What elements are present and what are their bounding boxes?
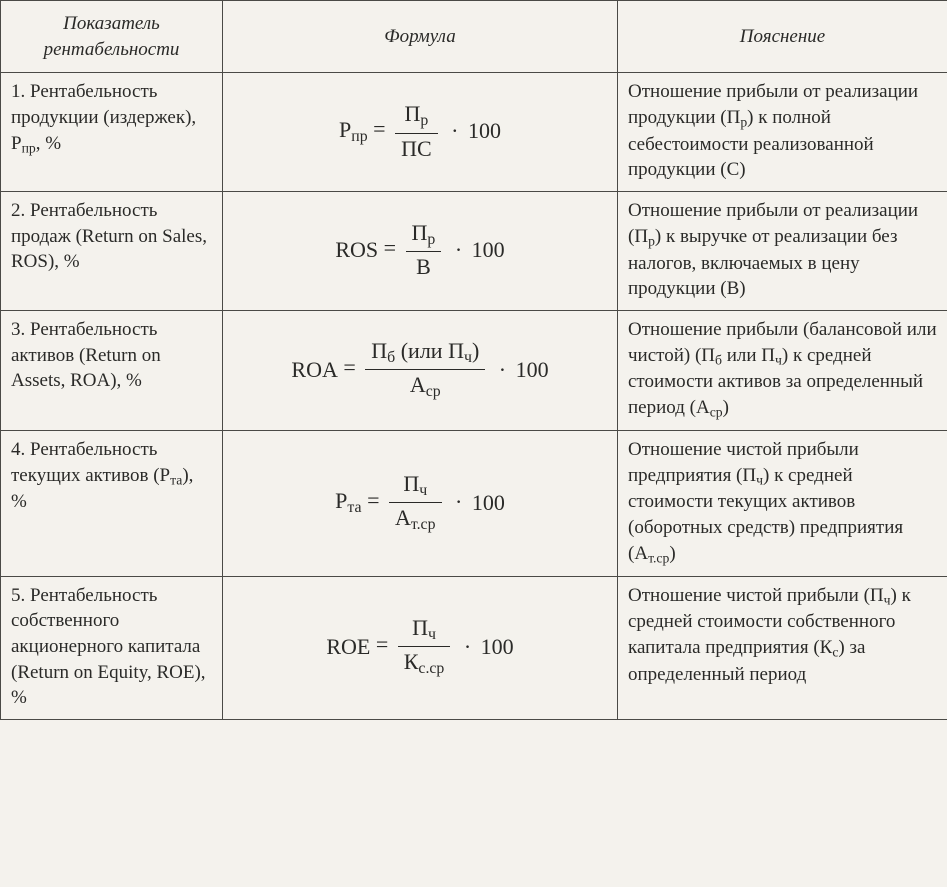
- hundred: 100: [468, 118, 501, 143]
- equals-sign: =: [343, 354, 361, 379]
- formula-cell: ROE = Пч Кс.ср · 100: [223, 576, 618, 719]
- profitability-table: Показатель рентабельности Формула Поясне…: [0, 0, 947, 720]
- multiply-dot: ·: [464, 634, 471, 659]
- equals-sign: =: [373, 116, 391, 141]
- indicator-cell: 5. Рентабельность собственного акционерн…: [1, 576, 223, 719]
- multiply-dot: ·: [499, 357, 506, 382]
- fraction: Пр ПС: [395, 101, 438, 160]
- table-row: 2. Рентабельность продаж (Return on Sale…: [1, 192, 947, 311]
- table-row: 4. Рентабельность текущих активов (Рта),…: [1, 430, 947, 576]
- multiply-dot: ·: [455, 489, 462, 514]
- formula-cell: ROA = Пб (или Пч) Аср · 100: [223, 310, 618, 430]
- hundred: 100: [516, 357, 549, 382]
- formula-lhs: ROA: [291, 357, 337, 382]
- fraction-numerator: Пр: [395, 101, 438, 133]
- table-header-row: Показатель рентабельности Формула Поясне…: [1, 1, 947, 73]
- table-row: 1. Рентабельность продукции (издержек), …: [1, 73, 947, 192]
- formula-lhs: ROS: [335, 237, 378, 262]
- fraction-numerator: Пч: [398, 615, 451, 647]
- explanation-cell: Отношение чистой прибыли (Пч) к средней …: [618, 576, 947, 719]
- col-header-indicator: Показатель рентабельности: [1, 1, 223, 73]
- fraction-denominator: В: [406, 252, 442, 279]
- equals-sign: =: [376, 632, 394, 657]
- fraction-numerator: Пр: [406, 220, 442, 252]
- fraction: Пр В: [406, 220, 442, 279]
- indicator-cell: 2. Рентабельность продаж (Return on Sale…: [1, 192, 223, 311]
- multiply-dot: ·: [455, 237, 462, 262]
- fraction: Пч Ат.ср: [389, 471, 442, 534]
- formula-cell: Рта = Пч Ат.ср · 100: [223, 430, 618, 576]
- explanation-cell: Отношение прибыли от реализации продукци…: [618, 73, 947, 192]
- equals-sign: =: [367, 487, 385, 512]
- formula-lhs: Рпр: [339, 117, 368, 142]
- fraction-denominator: ПС: [395, 134, 438, 161]
- formula-cell: ROS = Пр В · 100: [223, 192, 618, 311]
- indicator-cell: 3. Рентабельность активов (Return on Ass…: [1, 310, 223, 430]
- explanation-cell: Отношение прибыли (балансовой или чистой…: [618, 310, 947, 430]
- indicator-cell: 4. Рентабельность текущих активов (Рта),…: [1, 430, 223, 576]
- fraction-numerator: Пч: [389, 471, 442, 503]
- explanation-cell: Отношение чистой прибыли предприятия (Пч…: [618, 430, 947, 576]
- fraction-denominator: Кс.ср: [398, 647, 451, 678]
- fraction-denominator: Аср: [365, 370, 485, 401]
- col-header-explanation: Пояснение: [618, 1, 947, 73]
- multiply-dot: ·: [451, 118, 458, 143]
- col-header-formula: Формула: [223, 1, 618, 73]
- formula-lhs: Рта: [335, 488, 361, 513]
- formula-lhs: ROE: [326, 634, 370, 659]
- table-row: 3. Рентабельность активов (Return on Ass…: [1, 310, 947, 430]
- hundred: 100: [472, 237, 505, 262]
- fraction-numerator: Пб (или Пч): [365, 338, 485, 370]
- hundred: 100: [481, 634, 514, 659]
- indicator-cell: 1. Рентабельность продукции (издержек), …: [1, 73, 223, 192]
- formula-cell: Рпр = Пр ПС · 100: [223, 73, 618, 192]
- fraction-denominator: Ат.ср: [389, 503, 442, 534]
- table-row: 5. Рентабельность собственного акционерн…: [1, 576, 947, 719]
- page-sheet: Показатель рентабельности Формула Поясне…: [0, 0, 947, 887]
- equals-sign: =: [384, 235, 402, 260]
- explanation-cell: Отношение прибыли от реализации (Пр) к в…: [618, 192, 947, 311]
- fraction: Пб (или Пч) Аср: [365, 338, 485, 401]
- fraction: Пч Кс.ср: [398, 615, 451, 678]
- hundred: 100: [472, 489, 505, 514]
